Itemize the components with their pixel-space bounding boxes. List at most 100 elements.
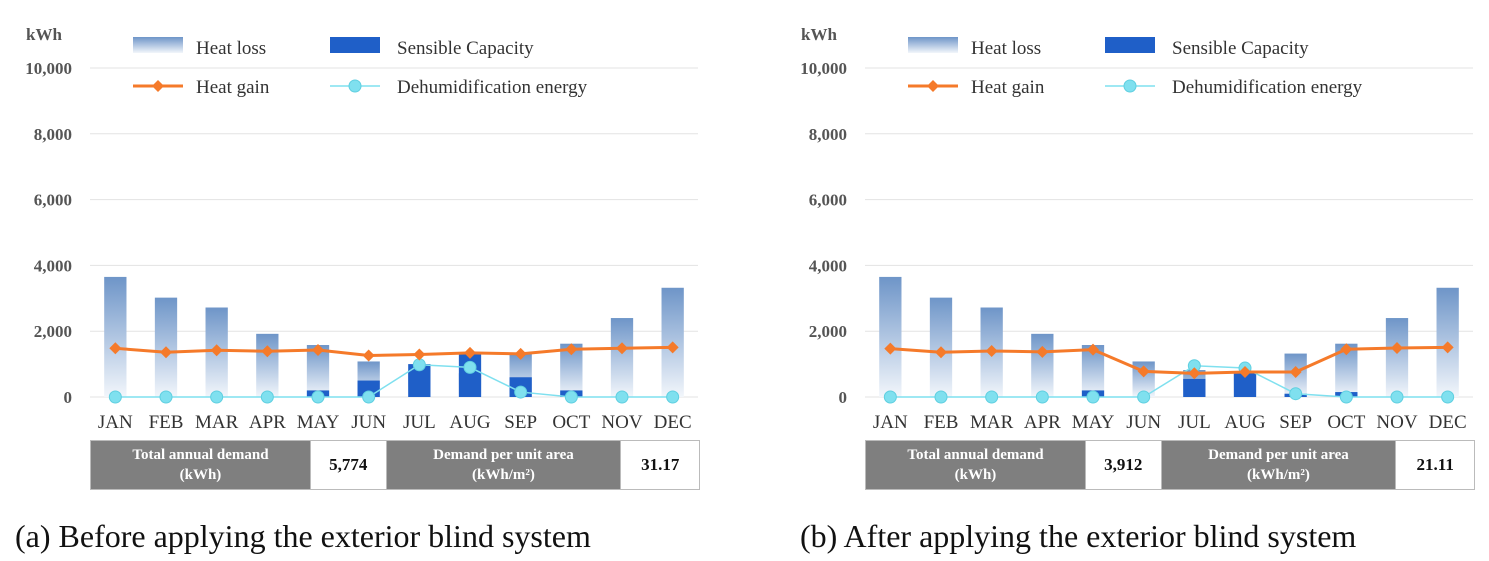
dehumidification-point bbox=[985, 390, 999, 404]
heat-loss-bar bbox=[1385, 318, 1409, 397]
heat-gain-point bbox=[514, 347, 527, 360]
chart-panel-after: 0 2,000 4,000 6,000 8,000 10,000 kWh JAN FEB MAR A… bbox=[785, 0, 1489, 561]
chart-after: 0 2,000 4,000 6,000 8,000 10,000 kWh JAN FEB MAR A… bbox=[800, 25, 1473, 433]
heat-loss-bar bbox=[560, 343, 583, 397]
heat-gain-point bbox=[1087, 343, 1099, 356]
summary-table-after: Total annual demand (kWh) 3,912 Demand p… bbox=[865, 440, 1475, 490]
heat-gain-point bbox=[666, 341, 679, 354]
demand-per-unit-area-label: Demand per unit area (kWh/m²) bbox=[1161, 441, 1396, 489]
chart-panel-before: 0 2,000 4,000 6,000 8,000 10,000 kWh JAN FEB MAR A… bbox=[10, 0, 730, 561]
x-tick-label: MAR bbox=[195, 412, 239, 433]
y-tick-label: 2,000 bbox=[809, 322, 847, 341]
heat-gain-line bbox=[890, 345, 1448, 375]
heat-gain-point bbox=[109, 342, 122, 355]
sensible-capacity-bar bbox=[408, 364, 431, 397]
heat-gain-point bbox=[1188, 367, 1201, 380]
dehumidification-point bbox=[1137, 390, 1151, 404]
heat-gain-point bbox=[362, 349, 375, 362]
x-tick-label: MAR bbox=[970, 412, 1014, 433]
x-tick-label: JUL bbox=[1178, 412, 1211, 433]
sensible-capacity-bar bbox=[1233, 372, 1257, 397]
heat-gain-point bbox=[1239, 365, 1251, 378]
x-tick-label: NOV bbox=[601, 412, 642, 433]
y-tick-label: 10,000 bbox=[800, 59, 847, 78]
legend: Heat loss Sensible Capacity Heat gain Dehum… bbox=[908, 37, 1363, 98]
sensible-capacity-bar bbox=[458, 354, 482, 397]
heat-gain-point bbox=[985, 344, 998, 357]
total-annual-demand-label-line1: Total annual demand bbox=[907, 447, 1044, 463]
heat-gain-point bbox=[565, 343, 578, 356]
heat-loss-bar bbox=[879, 276, 902, 397]
caption-after: (b) After applying the exterior blind sy… bbox=[800, 518, 1357, 554]
legend-dehumidification-label: Dehumidification energy bbox=[397, 77, 588, 98]
legend-heat-loss-label: Heat loss bbox=[196, 38, 266, 59]
total-annual-demand-label: Total annual demand (kWh) bbox=[866, 441, 1085, 489]
heat-gain-point bbox=[261, 345, 274, 358]
x-tick-label: OCT bbox=[1327, 412, 1365, 433]
legend-sensible-swatch bbox=[1105, 37, 1155, 53]
legend-heat-gain-label: Heat gain bbox=[196, 77, 270, 98]
legend-heat-loss-label: Heat loss bbox=[971, 38, 1041, 59]
x-tick-label: MAY bbox=[297, 412, 340, 433]
heat-gain-point bbox=[1340, 343, 1353, 356]
legend-sensible-label: Sensible Capacity bbox=[397, 38, 534, 59]
dehumidification-point bbox=[1086, 390, 1100, 404]
heat-gain-point bbox=[616, 342, 628, 355]
y-axis-unit-label: kWh bbox=[801, 25, 837, 44]
heat-loss-bar bbox=[1031, 333, 1054, 397]
demand-per-unit-area-label-line2: (kWh/m²) bbox=[472, 467, 535, 483]
demand-per-unit-area-value: 21.11 bbox=[1395, 441, 1474, 489]
y-tick-label: 4,000 bbox=[34, 256, 72, 275]
dehumidification-point bbox=[1339, 390, 1353, 404]
heat-gain-point bbox=[160, 346, 172, 359]
y-tick-label: 0 bbox=[64, 388, 73, 407]
dehumidification-point bbox=[883, 390, 897, 404]
dehumidification-point bbox=[934, 390, 948, 404]
heat-gain-point bbox=[464, 346, 476, 359]
heat-loss-bar bbox=[104, 276, 127, 397]
heat-gain-point bbox=[1036, 345, 1049, 358]
x-tick-label: APR bbox=[1024, 412, 1061, 433]
dehumidification-point bbox=[514, 385, 528, 399]
y-tick-label: 8,000 bbox=[809, 125, 847, 144]
y-tick-label: 6,000 bbox=[809, 191, 847, 210]
dehumidification-point bbox=[311, 390, 325, 404]
x-tick-label: JUL bbox=[403, 412, 436, 433]
chart-before: 0 2,000 4,000 6,000 8,000 10,000 kWh JAN FEB MAR A… bbox=[25, 25, 698, 433]
dehumidification-point bbox=[1441, 390, 1455, 404]
dehumidification-point bbox=[1035, 390, 1049, 404]
heat-loss-bar bbox=[306, 345, 330, 397]
legend-heat-loss-swatch bbox=[133, 37, 183, 53]
heat-loss-bar bbox=[1081, 345, 1105, 397]
legend-dehumidification-marker bbox=[348, 79, 362, 93]
dehumidification-point bbox=[564, 390, 578, 404]
dehumidification-point bbox=[210, 390, 224, 404]
y-tick-label: 2,000 bbox=[34, 322, 72, 341]
x-tick-label: JUN bbox=[1126, 412, 1161, 433]
x-tick-label: JUN bbox=[351, 412, 386, 433]
legend-heat-gain-marker bbox=[927, 80, 939, 92]
x-tick-label: DEC bbox=[1429, 412, 1467, 433]
demand-per-unit-area-label-line2: (kWh/m²) bbox=[1247, 467, 1310, 483]
x-tick-label: FEB bbox=[149, 412, 184, 433]
x-tick-label: JAN bbox=[873, 412, 908, 433]
heat-gain-point bbox=[1137, 365, 1150, 378]
legend-sensible-label: Sensible Capacity bbox=[1172, 38, 1309, 59]
y-tick-label: 4,000 bbox=[809, 256, 847, 275]
heat-loss-bar bbox=[1335, 343, 1358, 397]
y-tick-label: 6,000 bbox=[34, 191, 72, 210]
heat-gain-point bbox=[935, 346, 947, 359]
sensible-capacity-bar bbox=[1183, 378, 1206, 397]
caption-before: (a) Before applying the exterior blind s… bbox=[15, 518, 591, 554]
legend-dehumidification-label: Dehumidification energy bbox=[1172, 77, 1363, 98]
heat-gain-point bbox=[210, 344, 223, 357]
dehumidification-point bbox=[159, 390, 173, 404]
y-tick-label: 8,000 bbox=[34, 125, 72, 144]
total-annual-demand-label-line1: Total annual demand bbox=[132, 447, 269, 463]
demand-per-unit-area-value: 31.17 bbox=[620, 441, 699, 489]
legend: Heat loss Sensible Capacity Heat gain Dehum… bbox=[133, 37, 588, 98]
summary-table-before: Total annual demand (kWh) 5,774 Demand p… bbox=[90, 440, 700, 490]
heat-gain-point bbox=[884, 342, 897, 355]
x-tick-label: JAN bbox=[98, 412, 133, 433]
total-annual-demand-label-line2: (kWh) bbox=[179, 467, 222, 483]
